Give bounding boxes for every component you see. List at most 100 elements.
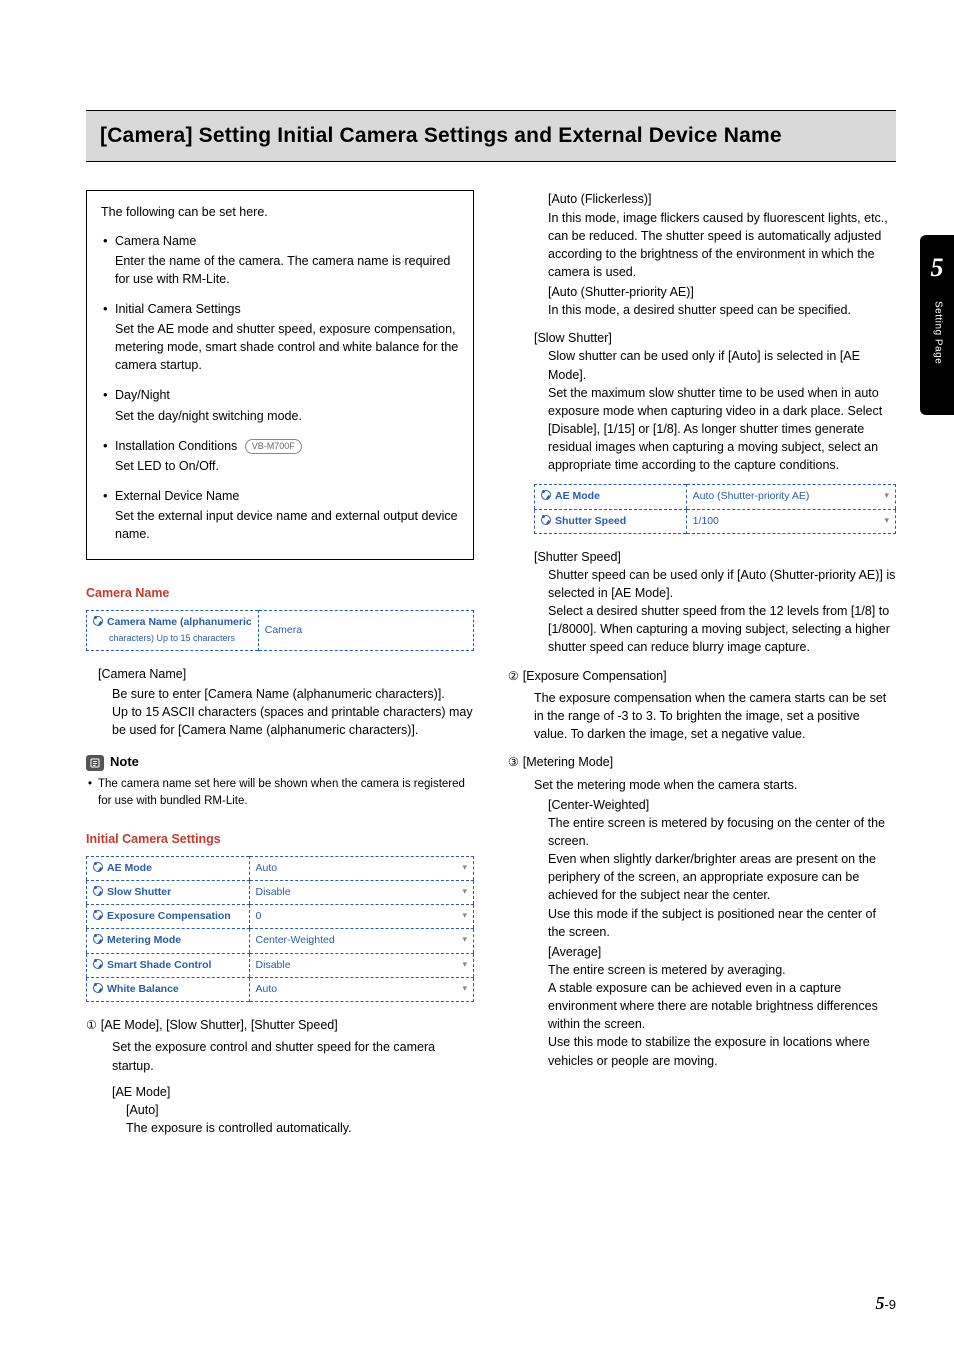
summary-item: Day/Night Set the day/night switching mo… (101, 386, 459, 424)
summary-intro: The following can be set here. (101, 203, 459, 221)
label-text: Exposure Compensation (107, 910, 231, 922)
def-term: [Metering Mode] (523, 755, 613, 769)
side-tab-number: 5 (931, 249, 944, 287)
center-weighted-body: The entire screen is metered by focusing… (508, 814, 896, 941)
slow-shutter-def: [Slow Shutter] Slow shutter can be used … (508, 329, 896, 474)
summary-item-title: Camera Name (115, 234, 196, 248)
table-value-cell[interactable]: Auto (Shutter-priority AE) (686, 485, 895, 509)
average-body: The entire screen is metered by averagin… (508, 961, 896, 1070)
flickerless-def: [Auto (Flickerless)] In this mode, image… (508, 190, 896, 319)
table-label-cell: AE Mode (535, 485, 687, 509)
label-text: Smart Shade Control (107, 959, 211, 971)
table-value-cell[interactable]: Camera (258, 611, 473, 650)
summary-item: Installation Conditions VB-M700F Set LED… (101, 437, 459, 475)
table-label-cell: Slow Shutter (87, 880, 250, 904)
def-body: In this mode, a desired shutter speed ca… (508, 301, 896, 319)
label-sub: characters) Up to 15 characters (93, 633, 235, 643)
def-body: Slow shutter can be used only if [Auto] … (508, 347, 896, 474)
summary-item-title: Installation Conditions (115, 439, 237, 453)
summary-item-desc: Set the AE mode and shutter speed, expos… (115, 320, 459, 374)
def-body: In this mode, image flickers caused by f… (508, 209, 896, 282)
table-value-cell[interactable]: 0 (249, 905, 473, 929)
numbered-body: Set the exposure control and shutter spe… (86, 1038, 474, 1074)
note-title: Note (110, 753, 139, 772)
label-text: Slow Shutter (107, 886, 171, 898)
numbered-item-1: ① [AE Mode], [Slow Shutter], [Shutter Spe… (86, 1016, 474, 1034)
camera-bullet-icon (93, 934, 103, 944)
def-term: [Camera Name] (86, 665, 474, 683)
def-body: The exposure compensation when the camer… (508, 689, 896, 743)
table-label-cell: Smart Shade Control (87, 953, 250, 977)
left-column: The following can be set here. Camera Na… (86, 190, 474, 1137)
table-value-cell[interactable]: Auto (249, 856, 473, 880)
side-tab-label: Setting Page (930, 301, 945, 364)
summary-item: Camera Name Enter the name of the camera… (101, 232, 459, 288)
note-body: The camera name set here will be shown w… (98, 776, 474, 809)
circled-number: ② (508, 668, 519, 685)
circled-number: ③ (508, 754, 519, 771)
metering-mode-def: ③ [Metering Mode] Set the metering mode w… (508, 753, 896, 1069)
def-body: Be sure to enter [Camera Name (alphanume… (86, 685, 474, 739)
table-label-cell: White Balance (87, 977, 250, 1001)
camera-name-table: Camera Name (alphanumeric characters) Up… (86, 610, 474, 650)
table-label-cell: AE Mode (87, 856, 250, 880)
camera-bullet-icon (541, 515, 551, 525)
summary-item-desc: Set LED to On/Off. (115, 457, 459, 475)
side-chapter-tab: 5 Setting Page (920, 235, 954, 415)
camera-bullet-icon (93, 616, 103, 626)
table-value-cell[interactable]: 1/100 (686, 509, 895, 533)
label-text: AE Mode (555, 490, 600, 502)
right-column: [Auto (Flickerless)] In this mode, image… (508, 190, 896, 1137)
table-label-cell: Shutter Speed (535, 509, 687, 533)
page-footer: 5-9 (875, 1290, 896, 1316)
page-heading: [Camera] Setting Initial Camera Settings… (100, 121, 882, 151)
numbered-title: [AE Mode], [Slow Shutter], [Shutter Spee… (101, 1018, 338, 1032)
def-term: [Exposure Compensation] (523, 669, 667, 683)
label-text: Metering Mode (107, 934, 181, 946)
circled-number: ① (86, 1017, 97, 1034)
summary-item-title: Initial Camera Settings (115, 302, 241, 316)
note-heading: Note (86, 753, 474, 772)
def-term: [Slow Shutter] (508, 329, 896, 347)
average-term: [Average] (508, 943, 896, 961)
exposure-comp-def: ② [Exposure Compensation] The exposure co… (508, 667, 896, 744)
label-text: AE Mode (107, 862, 152, 874)
summary-item: External Device Name Set the external in… (101, 487, 459, 543)
ae-shutter-table: AE Mode Auto (Shutter-priority AE) Shutte… (534, 484, 896, 533)
summary-item-title: Day/Night (115, 388, 170, 402)
ae-mode-term: [AE Mode] (86, 1083, 474, 1101)
summary-item: Initial Camera Settings Set the AE mode … (101, 300, 459, 375)
table-value-cell[interactable]: Disable (249, 953, 473, 977)
camera-bullet-icon (93, 886, 103, 896)
table-label-cell: Exposure Compensation (87, 905, 250, 929)
camera-bullet-icon (93, 910, 103, 920)
center-weighted-term: [Center-Weighted] (508, 796, 896, 814)
camera-bullet-icon (93, 862, 103, 872)
summary-box: The following can be set here. Camera Na… (86, 190, 474, 560)
camera-bullet-icon (93, 983, 103, 993)
def-term: [Auto (Flickerless)] (508, 190, 896, 208)
label-main: Camera Name (alphanumeric (107, 616, 252, 628)
note-icon (86, 755, 104, 771)
def-body: Set the metering mode when the camera st… (508, 776, 896, 794)
shutter-speed-def: [Shutter Speed] Shutter speed can be use… (508, 548, 896, 657)
summary-item-desc: Enter the name of the camera. The camera… (115, 252, 459, 288)
table-value-cell[interactable]: Auto (249, 977, 473, 1001)
model-badge: VB-M700F (245, 439, 302, 454)
def-body: Shutter speed can be used only if [Auto … (508, 566, 896, 657)
section-title-initial-settings: Initial Camera Settings (86, 830, 474, 848)
camera-bullet-icon (541, 490, 551, 500)
summary-item-desc: Set the day/night switching mode. (115, 407, 459, 425)
table-value-cell[interactable]: Center-Weighted (249, 929, 473, 953)
footer-page: -9 (884, 1297, 896, 1312)
initial-settings-table: AE Mode Auto Slow Shutter Disable Exposure… (86, 856, 474, 1002)
def-term: [Shutter Speed] (508, 548, 896, 566)
table-value-cell[interactable]: Disable (249, 880, 473, 904)
summary-item-title: External Device Name (115, 489, 239, 503)
table-label-cell: Metering Mode (87, 929, 250, 953)
auto-term: [Auto] (86, 1101, 474, 1119)
camera-bullet-icon (93, 959, 103, 969)
label-text: Shutter Speed (555, 515, 626, 527)
section-title-camera-name: Camera Name (86, 584, 474, 602)
table-label-cell: Camera Name (alphanumeric characters) Up… (87, 611, 259, 650)
